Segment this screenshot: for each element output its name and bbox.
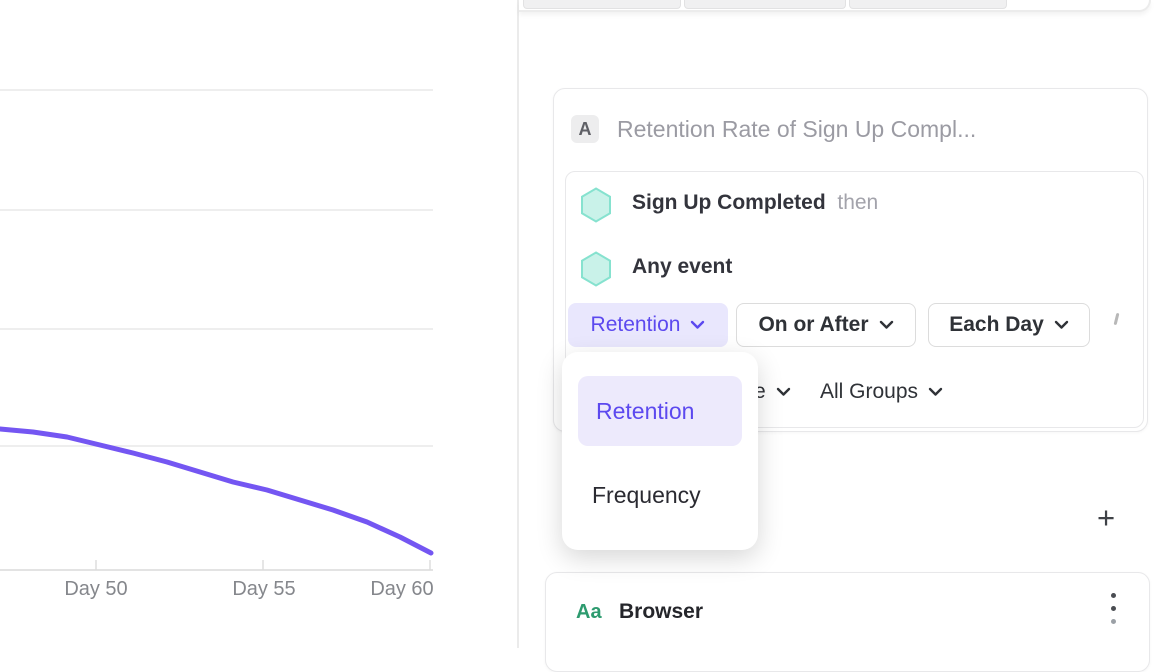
property-type-icon: Aa: [576, 601, 602, 623]
top-tab-segment-3[interactable]: [849, 0, 1007, 9]
chevron-down-icon: [776, 387, 790, 396]
window-label: On or After: [758, 313, 869, 336]
property-name: Browser: [619, 600, 704, 623]
event-name-text: Sign Up Completed: [632, 191, 826, 214]
event-clause-card: Sign Up Completed then Any event Retenti…: [565, 171, 1144, 428]
event-name-text: Any event: [632, 255, 733, 278]
add-property-button[interactable]: +: [1096, 500, 1116, 535]
dropdown-option-label: Retention: [596, 397, 695, 424]
retention-chart: Day 50 Day 55 Day 60: [0, 0, 434, 648]
retention-line-chart-canvas: [0, 89, 434, 571]
group-by-label: All Groups: [820, 380, 919, 403]
x-axis-tick-label: Day 55: [232, 578, 296, 600]
dropdown-option-retention[interactable]: Retention: [578, 376, 742, 446]
event-name: Any event: [632, 255, 732, 279]
panel-divider: [517, 0, 519, 648]
clipped-control-fragment: [1113, 312, 1120, 326]
query-title-input[interactable]: Retention Rate of Sign Up Compl...: [617, 116, 977, 142]
top-tab-segment-1[interactable]: [523, 0, 681, 9]
event-suffix-then: then: [837, 191, 879, 214]
chevron-down-icon: [691, 320, 705, 329]
kebab-menu-icon[interactable]: [1105, 591, 1121, 635]
measure-type-label: Retention: [590, 313, 681, 336]
dropdown-option-frequency[interactable]: Frequency: [578, 470, 742, 520]
event-row-second[interactable]: Any event: [566, 251, 1143, 287]
event-hexagon-icon: [580, 187, 612, 228]
interval-dropdown-button[interactable]: Each Day: [928, 303, 1090, 347]
chevron-down-icon: [879, 320, 893, 329]
group-by-dropdown[interactable]: All Groups: [820, 370, 943, 414]
interval-label: Each Day: [949, 313, 1044, 336]
window-dropdown-button[interactable]: On or After: [736, 303, 916, 347]
x-axis-tick-label: Day 60: [370, 578, 434, 600]
chevron-down-icon: [1054, 320, 1068, 329]
clipped-label-fragment: e: [754, 380, 766, 403]
top-card-bottom-edge: [519, 0, 1151, 12]
measure-type-dropdown-menu: Retention Frequency: [562, 352, 758, 550]
series-a-badge: A: [571, 115, 599, 143]
dropdown-option-label: Frequency: [592, 481, 701, 508]
event-row-first[interactable]: Sign Up Completed then: [566, 187, 1143, 223]
measured-as-dropdown-clipped[interactable]: e: [754, 370, 791, 414]
event-hexagon-icon: [580, 251, 612, 292]
event-name: Sign Up Completed then: [632, 191, 878, 215]
property-card-browser[interactable]: Aa Browser: [545, 572, 1150, 672]
top-tab-segment-2[interactable]: [684, 0, 846, 9]
measure-type-dropdown-button[interactable]: Retention: [568, 303, 728, 347]
chevron-down-icon: [928, 387, 943, 396]
x-axis-tick-label: Day 50: [64, 578, 128, 600]
